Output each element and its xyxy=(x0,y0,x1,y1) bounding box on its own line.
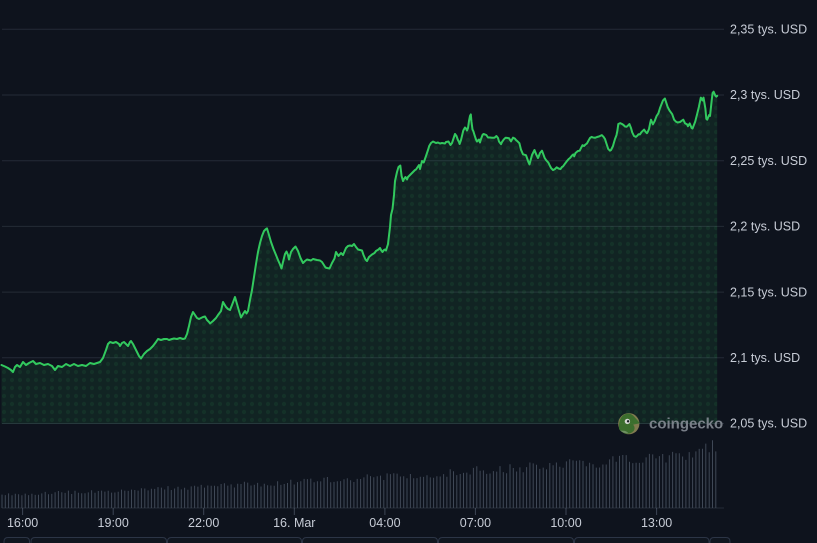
svg-text:16:00: 16:00 xyxy=(7,516,38,530)
svg-text:10:00: 10:00 xyxy=(550,516,581,530)
svg-text:19:00: 19:00 xyxy=(98,516,129,530)
svg-text:2,15 tys. USD: 2,15 tys. USD xyxy=(730,285,807,299)
svg-text:2,35 tys. USD: 2,35 tys. USD xyxy=(730,23,807,37)
svg-text:coingecko: coingecko xyxy=(649,416,723,433)
svg-text:2,2 tys. USD: 2,2 tys. USD xyxy=(730,220,800,234)
svg-text:2,1 tys. USD: 2,1 tys. USD xyxy=(730,351,800,365)
svg-text:13:00: 13:00 xyxy=(641,516,672,530)
svg-text:2,3 tys. USD: 2,3 tys. USD xyxy=(730,88,800,102)
svg-text:16. Mar: 16. Mar xyxy=(273,516,315,530)
svg-text:22:00: 22:00 xyxy=(188,516,219,530)
svg-text:07:00: 07:00 xyxy=(460,516,491,530)
svg-text:04:00: 04:00 xyxy=(369,516,400,530)
svg-text:2,25 tys. USD: 2,25 tys. USD xyxy=(730,154,807,168)
svg-text:2,05 tys. USD: 2,05 tys. USD xyxy=(730,417,807,431)
